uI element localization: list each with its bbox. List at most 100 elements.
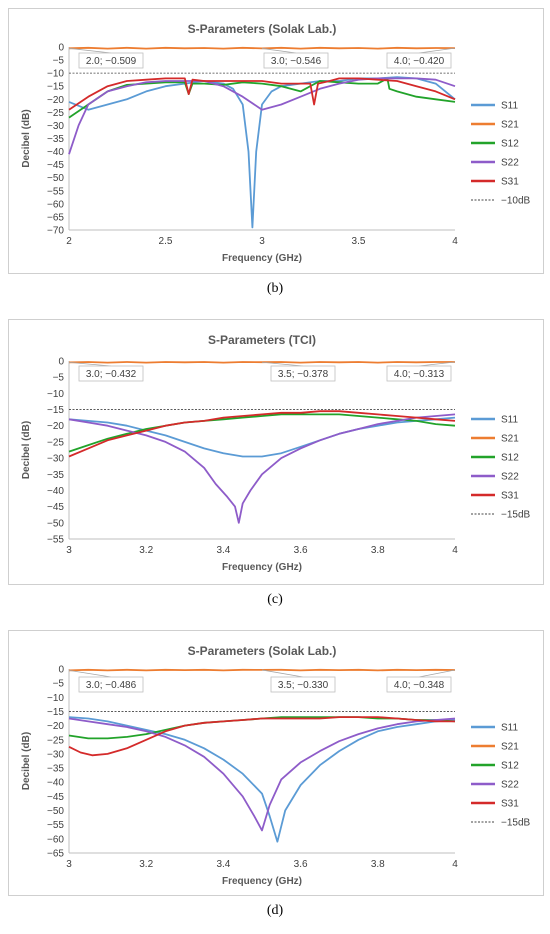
y-tick-label: −5: [53, 373, 65, 384]
series-line-s21: [68, 46, 456, 50]
chart-svg-b: S-Parameters (Solak Lab.) 0 −5 −10 −15 −20 −25…: [21, 22, 531, 264]
y-tick-label: −15: [47, 405, 64, 416]
annotation-box: [386, 365, 452, 382]
y-tick-label: −5: [53, 56, 65, 67]
y-tick-label: −25: [47, 735, 64, 746]
chart-title: S-Parameters (TCI): [208, 333, 316, 347]
y-axis-label: Decibel (dB): [21, 732, 32, 790]
series-line-s12: [68, 77, 456, 119]
x-axis-label: Frequency (GHz): [222, 876, 302, 887]
series-line-s31: [68, 77, 456, 111]
x-tick-label: 3.8: [371, 859, 385, 870]
x-tick-label: 3.2: [139, 545, 153, 556]
y-tick-label: −40: [47, 147, 64, 158]
y-tick-label: −30: [47, 454, 64, 465]
series-line-s31: [68, 716, 455, 757]
y-tick-label: −55: [47, 820, 64, 831]
y-tick-label: −60: [47, 199, 64, 210]
annotation-label: 3.5; −0.378: [278, 369, 329, 380]
x-tick-label: 4: [452, 236, 458, 247]
y-tick-label: −50: [47, 173, 64, 184]
legend-label-s21: S21: [501, 120, 519, 131]
x-axis-label: Frequency (GHz): [222, 253, 302, 264]
legend-label-s22: S22: [501, 472, 519, 483]
annotation-leader: [261, 361, 304, 367]
y-tick-label: −65: [47, 849, 64, 860]
annotation-leader: [261, 48, 297, 54]
annotation-box: [386, 676, 452, 693]
figure-caption-d: (d): [266, 903, 284, 918]
annotation-box: [270, 365, 336, 382]
y-tick-label: −45: [47, 160, 64, 171]
annotation-label: 4.0; −0.348: [394, 680, 445, 691]
x-tick-label: 4: [452, 859, 458, 870]
y-tick-label: −20: [47, 95, 64, 106]
annotation-leader: [418, 669, 456, 678]
series-line-s11: [68, 76, 456, 229]
annotation-box: [78, 676, 144, 693]
chart-panel-d: S-Parameters (Solak Lab.) 0 −5 −10 −15 −20 −25…: [8, 630, 544, 896]
x-tick-label: 3.4: [216, 859, 230, 870]
x-tick-label: 4: [452, 545, 458, 556]
legend-label-reference: −15dB: [501, 818, 531, 829]
annotation-leader: [418, 47, 456, 54]
series-line-s21: [68, 361, 455, 364]
legend-label-s11: S11: [501, 723, 518, 734]
y-axis-label: Decibel (dB): [21, 109, 32, 167]
y-tick-label: −40: [47, 486, 64, 497]
y-tick-label: −35: [47, 134, 64, 145]
y-tick-label: −65: [47, 212, 64, 223]
y-tick-label: 0: [58, 665, 64, 676]
legend-label-s22: S22: [501, 158, 519, 169]
y-tick-label: −25: [47, 437, 64, 448]
y-tick-label: −60: [47, 834, 64, 845]
annotation-label: 3.0; −0.486: [86, 680, 137, 691]
y-tick-label: 0: [58, 357, 64, 368]
chart-title: S-Parameters (Solak Lab.): [188, 644, 337, 658]
x-tick-label: 3.6: [294, 859, 308, 870]
x-tick-label: 2.5: [159, 236, 173, 247]
x-tick-label: 3.4: [216, 545, 230, 556]
x-tick-label: 3: [259, 236, 265, 247]
y-tick-label: −20: [47, 721, 64, 732]
x-tick-label: 3: [66, 545, 72, 556]
chart-svg-c: S-Parameters (TCI) 0 −5 −10 −15 −20 −25 −30 −35 −…: [21, 333, 531, 573]
annotation-box: [78, 52, 144, 69]
y-tick-label: −35: [47, 470, 64, 481]
y-tick-label: −10: [47, 69, 64, 80]
legend-label-s11: S11: [501, 101, 518, 112]
annotation-leader: [68, 47, 112, 54]
y-tick-label: −15: [47, 707, 64, 718]
legend-label-s21: S21: [501, 434, 519, 445]
annotation-leader: [418, 361, 456, 367]
series-line-s22: [68, 717, 456, 832]
annotation-label: 4.0; −0.313: [394, 369, 445, 380]
legend-label-s22: S22: [501, 780, 519, 791]
annotation-label: 3.0; −0.432: [86, 369, 137, 380]
y-tick-label: −25: [47, 108, 64, 119]
x-axis-label: Frequency (GHz): [222, 562, 302, 573]
y-tick-label: −50: [47, 806, 64, 817]
series-line-s31: [68, 410, 456, 458]
legend-label-s31: S31: [501, 491, 519, 502]
annotation-label: 3.0; −0.546: [271, 56, 322, 67]
y-tick-label: −55: [47, 535, 64, 546]
y-tick-label: 0: [58, 43, 64, 54]
y-tick-label: −10: [47, 693, 64, 704]
annotation-box: [263, 52, 329, 69]
y-tick-label: −35: [47, 764, 64, 775]
y-tick-label: −15: [47, 82, 64, 93]
y-tick-label: −5: [53, 679, 65, 690]
figure-caption-b: (b): [266, 281, 284, 296]
series-line-s21: [68, 668, 456, 672]
y-tick-label: −70: [47, 226, 64, 237]
series-line-s22: [68, 77, 456, 155]
legend-label-reference: −10dB: [501, 196, 531, 207]
x-tick-label: 3.8: [371, 545, 385, 556]
y-tick-label: −10: [47, 389, 64, 400]
legend-label-s12: S12: [501, 761, 519, 772]
y-tick-label: −50: [47, 518, 64, 529]
series-line-s11: [68, 416, 456, 458]
legend-label-s21: S21: [501, 742, 519, 753]
y-tick-label: −20: [47, 421, 64, 432]
